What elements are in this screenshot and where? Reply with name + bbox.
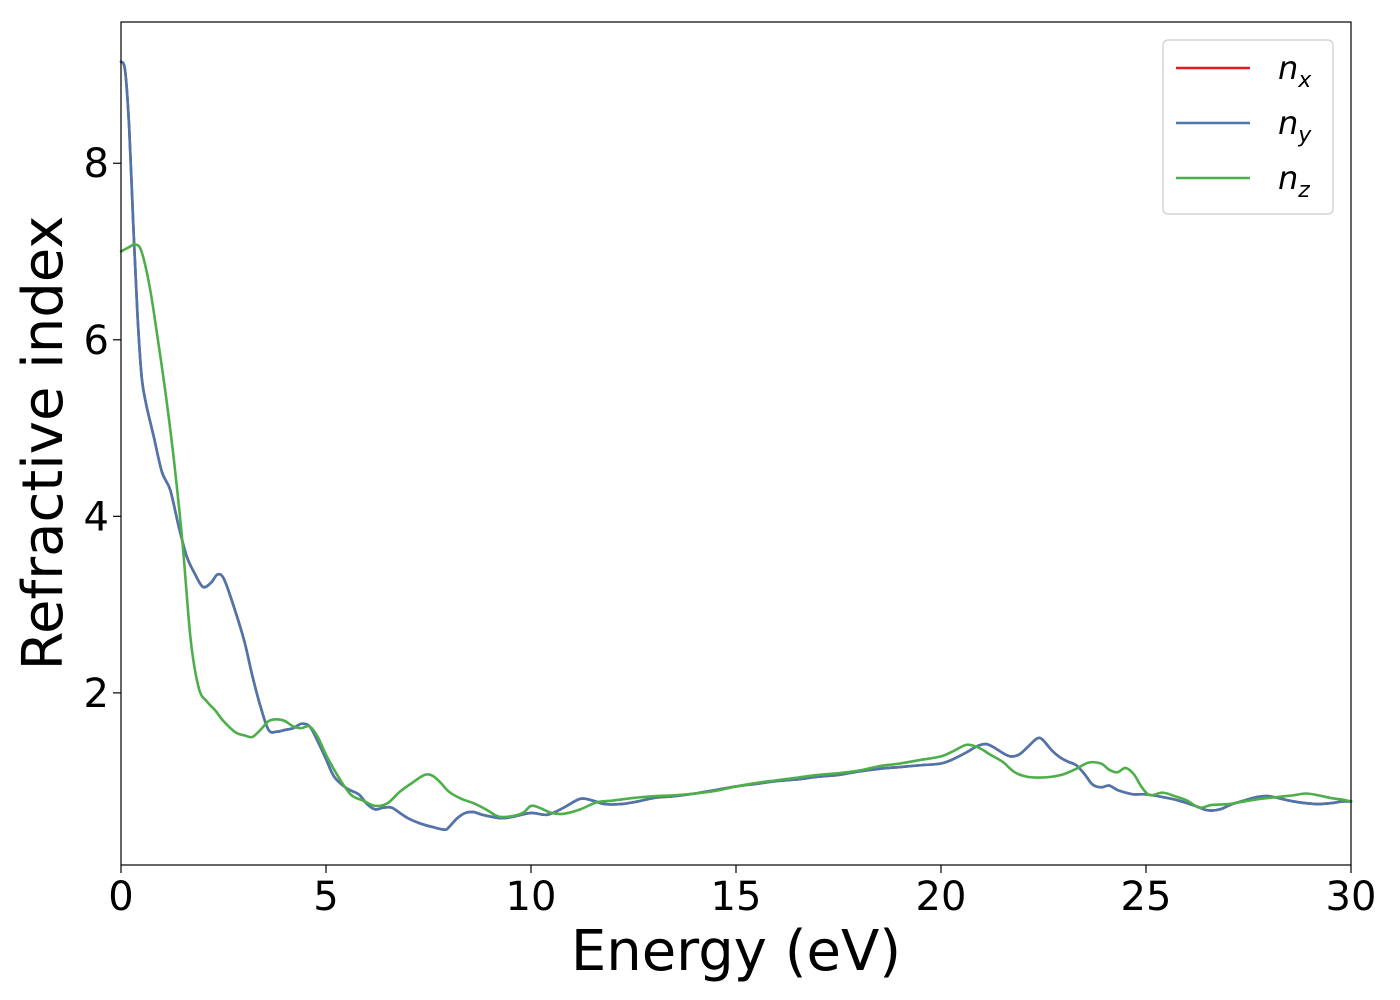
plot-frame xyxy=(120,21,1352,866)
x-tick-label: 30 xyxy=(1326,874,1377,920)
legend-label-y: ny xyxy=(1278,104,1312,148)
series-line-z xyxy=(119,243,1353,819)
y-tick-label: 6 xyxy=(84,318,109,364)
y-tick-label: 8 xyxy=(84,141,109,187)
legend-label-x: nx xyxy=(1278,49,1312,93)
x-axis-ticks: 0 5 10 15 20 25 30 xyxy=(108,865,1376,920)
y-tick-label: 2 xyxy=(84,671,109,717)
x-tick-label: 20 xyxy=(916,874,967,920)
legend-frame xyxy=(1162,39,1334,215)
series-layer xyxy=(119,60,1353,831)
x-tick-label: 25 xyxy=(1121,874,1172,920)
y-tick-label: 4 xyxy=(84,494,109,540)
legend-label-z: nz xyxy=(1278,159,1310,203)
series-line-y xyxy=(119,60,1353,831)
y-axis-label: Refractive index xyxy=(11,216,76,671)
y-axis-ticks: 2 4 6 8 xyxy=(84,141,121,717)
x-tick-label: 0 xyxy=(108,874,133,920)
legend: nx ny nz xyxy=(1162,39,1334,215)
x-tick-label: 15 xyxy=(711,874,762,920)
x-tick-label: 10 xyxy=(506,874,557,920)
x-tick-label: 5 xyxy=(313,874,338,920)
x-axis-label: Energy (eV) xyxy=(571,919,901,984)
